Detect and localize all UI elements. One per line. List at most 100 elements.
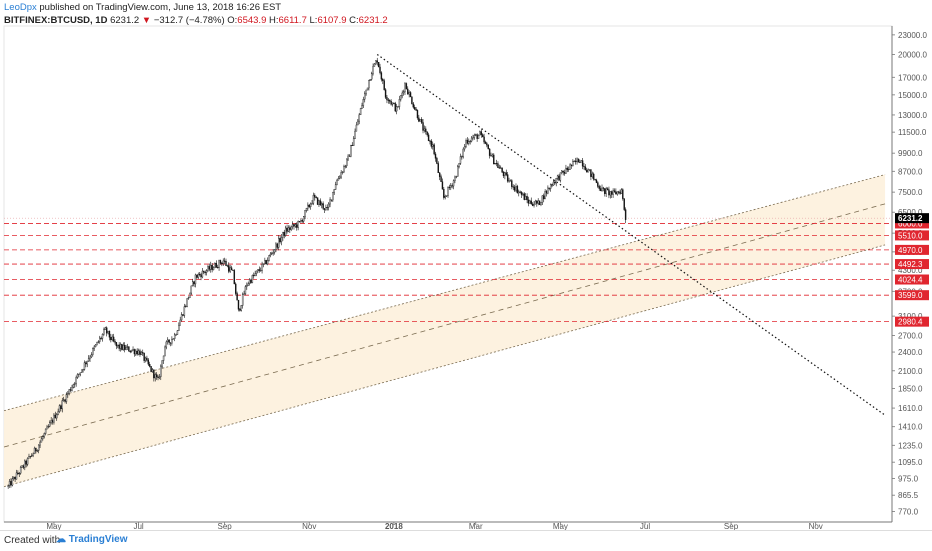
candle-body <box>273 249 276 253</box>
candle-body <box>183 306 186 316</box>
candle-body <box>247 283 249 286</box>
candle-body <box>85 362 87 365</box>
candle-body <box>341 171 344 173</box>
candle-body <box>119 344 122 349</box>
candle-body <box>427 134 430 142</box>
candle-body <box>104 327 106 330</box>
candle-body <box>154 374 156 379</box>
candle-body <box>75 377 77 385</box>
candle-body <box>198 274 201 276</box>
candle-body <box>24 460 26 468</box>
candle-body <box>248 279 251 284</box>
candle-body <box>344 165 347 167</box>
candle-body <box>212 267 215 271</box>
candle-body <box>480 131 482 135</box>
candle-body <box>196 274 198 278</box>
y-tick-label: 15000.0 <box>898 91 927 100</box>
candle-body <box>162 355 165 361</box>
symbol[interactable]: BITFINEX:BTCUSD, 1D <box>4 15 108 26</box>
candle-body <box>548 187 550 189</box>
y-tick-label: 975.0 <box>898 474 919 483</box>
candle-body <box>230 267 233 271</box>
y-tick-label: 17000.0 <box>898 73 927 82</box>
candle-body <box>186 298 188 307</box>
candle-body <box>49 422 51 427</box>
candle-body <box>111 336 113 341</box>
candle-body <box>547 187 549 194</box>
candle-body <box>463 146 466 150</box>
publish-info: LeoDpx published on TradingView.com, Jun… <box>4 2 281 14</box>
candle-body <box>99 337 101 342</box>
candle-body <box>61 400 63 410</box>
candle-body <box>31 455 33 457</box>
candle-body <box>352 138 355 146</box>
candle-body <box>470 137 473 142</box>
candle-body <box>150 366 152 372</box>
candle-body <box>386 97 388 101</box>
candle-body <box>347 155 349 160</box>
horizontal-levels[interactable] <box>4 217 892 323</box>
candle-body <box>450 185 452 188</box>
candle-body <box>221 263 223 265</box>
candle-body <box>429 140 431 142</box>
candle-body <box>437 163 439 174</box>
tradingview-logo[interactable]: ☁ TradingView <box>56 534 128 545</box>
candle-body <box>451 185 453 187</box>
candle-body <box>269 253 272 256</box>
candle-body <box>290 226 292 230</box>
candle-body <box>222 260 224 264</box>
candle-body <box>543 195 545 200</box>
candle-body <box>191 281 194 287</box>
candle-body <box>346 158 348 167</box>
candle-body <box>92 348 94 355</box>
candle-body <box>168 339 170 343</box>
candle-body <box>390 100 392 105</box>
y-axis[interactable]: 23000.0 20000.0 17000.0 15000.0 13000.0 11500… <box>892 31 927 517</box>
candle-body <box>46 426 48 430</box>
candle-body <box>584 166 587 171</box>
candle-body <box>523 193 526 200</box>
candle-body <box>411 96 413 105</box>
candle-body <box>619 191 621 194</box>
level-tag-label: 5510.0 <box>898 231 923 240</box>
author-link[interactable]: LeoDpx <box>4 2 37 13</box>
candle-body <box>398 99 401 107</box>
candle-body <box>529 200 531 204</box>
candle-body <box>316 197 319 205</box>
x-axis[interactable]: May Jul Sep Nov 2018 Mar May Jul Sep Nov <box>46 522 823 531</box>
candle-body <box>608 189 610 196</box>
candle-body <box>197 274 199 278</box>
candle-body <box>155 374 158 378</box>
candle-body <box>215 263 217 268</box>
candle-body <box>508 180 510 182</box>
level-tag-label: 4970.0 <box>898 246 923 255</box>
candle-body <box>325 207 327 210</box>
candle-body <box>126 346 129 348</box>
y-tick-label: 2700.0 <box>898 332 923 341</box>
candle-body <box>167 339 169 343</box>
candle-body <box>10 481 12 486</box>
candle-body <box>175 334 177 336</box>
candle-body <box>312 194 315 204</box>
candle-body <box>544 191 546 200</box>
candle-body <box>602 187 605 189</box>
candle-body <box>493 154 495 165</box>
candle-body <box>433 144 435 155</box>
candle-body <box>153 369 155 379</box>
candle-body <box>51 420 54 423</box>
candle-body <box>254 273 256 276</box>
candle-body <box>536 200 538 204</box>
candle-body <box>278 238 280 248</box>
candle-body <box>97 341 100 343</box>
candle-body <box>415 108 417 111</box>
x-tick-label: 2018 <box>385 522 403 531</box>
candle-body <box>128 346 130 352</box>
candle-body <box>581 160 584 167</box>
y-tick-label: 1235.0 <box>898 441 923 450</box>
candle-body <box>483 136 485 143</box>
level-tag-label: 2980.4 <box>898 318 923 327</box>
candle-body <box>297 221 299 228</box>
candle-body <box>354 130 356 139</box>
candle-body <box>251 275 254 283</box>
